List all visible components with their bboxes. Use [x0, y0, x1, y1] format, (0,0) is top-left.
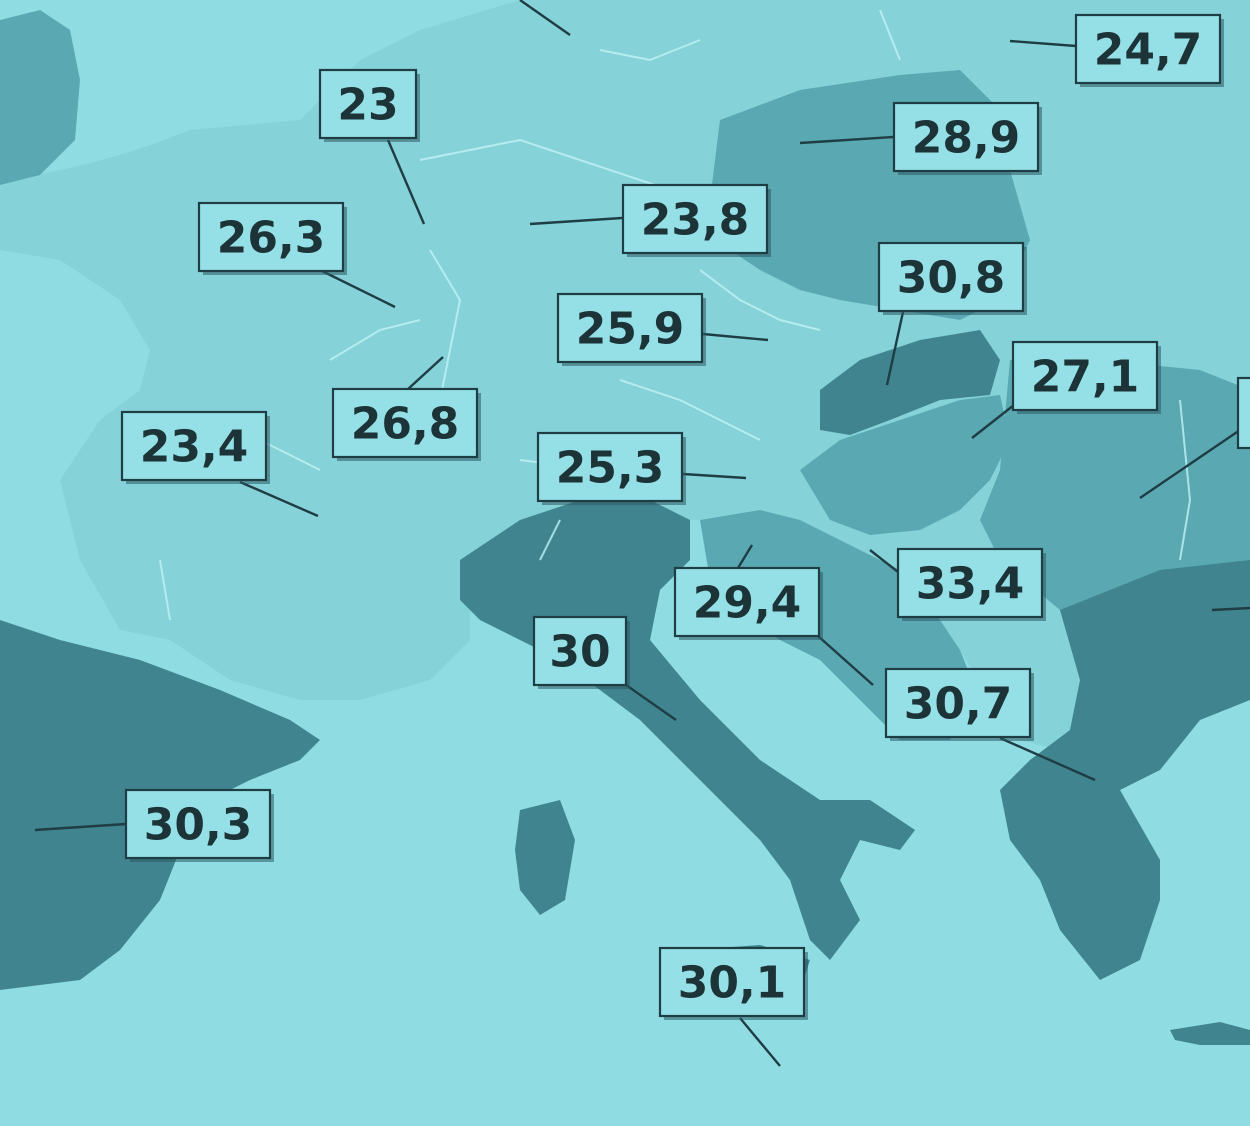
label-slovakia: 30,8	[877, 241, 1027, 315]
leader-top	[519, 0, 571, 36]
leader-poland	[799, 135, 894, 145]
label-austria: 25,3	[536, 431, 686, 505]
label-belgium: 26,3	[197, 201, 347, 275]
label-austria-value: 25,3	[556, 443, 665, 494]
leader-luxembourg	[406, 356, 444, 391]
leader-slovakia	[885, 311, 905, 386]
label-lithuania: 24,7	[1074, 13, 1224, 87]
label-slovakia-value: 30,8	[897, 253, 1006, 304]
region-hungary	[800, 395, 1010, 535]
leader-france	[239, 480, 319, 518]
label-bosnia: 30,7	[884, 667, 1034, 741]
label-uk-ireland-value: 23	[337, 80, 398, 131]
label-box-offscreen	[1236, 376, 1250, 450]
label-uk-ireland: 23	[318, 68, 420, 142]
leader-lithuania	[1009, 39, 1077, 48]
label-belgium-value: 26,3	[217, 213, 326, 264]
leader-bosnia	[999, 736, 1096, 782]
region-sardinia	[515, 800, 575, 915]
label-germany-value: 23,8	[641, 195, 750, 246]
leader-croatia	[869, 549, 899, 573]
leader-malta	[739, 1017, 781, 1067]
label-luxembourg-value: 26,8	[351, 399, 460, 450]
leader-lines	[34, 0, 1250, 1067]
label-czechia: 25,9	[556, 292, 706, 366]
label-spain-value: 30,3	[144, 800, 253, 851]
leader-czechia	[702, 332, 769, 342]
region-uk	[0, 10, 80, 185]
leader-slovenia	[736, 544, 754, 569]
label-slovenia: 29,4	[673, 566, 823, 640]
label-lithuania-value: 24,7	[1094, 25, 1203, 76]
leader-uk-ireland	[386, 139, 426, 225]
leader-hungary	[971, 404, 1015, 439]
leader-germany	[529, 216, 623, 226]
label-bosnia-value: 30,7	[904, 679, 1013, 730]
label-croatia-value: 33,4	[916, 559, 1025, 610]
label-malta: 30,1	[658, 946, 808, 1020]
value-labels: 23 26,3 26,8 23,4 23,8	[120, 13, 1224, 1020]
label-malta-value: 30,1	[678, 958, 787, 1009]
leader-italy	[625, 684, 677, 721]
leader-austria	[682, 472, 747, 480]
label-croatia: 33,4	[896, 547, 1046, 621]
label-spain: 30,3	[124, 788, 274, 862]
label-hungary-value: 27,1	[1031, 352, 1140, 403]
leader-belgium	[319, 268, 396, 309]
label-slovenia-value: 29,4	[693, 578, 802, 629]
region-italy	[460, 495, 915, 960]
label-france-value: 23,4	[140, 422, 249, 473]
region-slovakia	[820, 330, 1000, 435]
leader-bosnia-up	[817, 635, 874, 686]
label-czechia-value: 25,9	[576, 304, 685, 355]
label-germany: 23,8	[621, 183, 771, 257]
label-italy: 30	[532, 615, 630, 689]
region-crete	[1170, 1022, 1250, 1045]
label-poland: 28,9	[892, 101, 1042, 175]
leader-right	[1211, 606, 1250, 612]
region-southeast	[1000, 560, 1250, 980]
label-italy-value: 30	[549, 627, 610, 678]
leader-offscreen	[1139, 429, 1241, 499]
label-france: 23,4	[120, 410, 270, 484]
label-poland-value: 28,9	[912, 113, 1021, 164]
label-hungary: 27,1	[1011, 340, 1161, 414]
label-luxembourg: 26,8	[331, 387, 481, 461]
leader-spain	[34, 822, 127, 832]
